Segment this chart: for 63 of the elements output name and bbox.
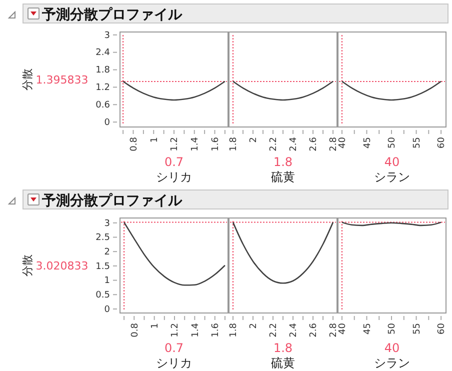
chart-title: 予測分散プロファイル (41, 192, 183, 209)
y-tick-label: 0.5 (96, 290, 110, 301)
y-axis-title: 分散 (21, 68, 34, 90)
x-tick-label: 2.8 (329, 136, 340, 152)
x-tick-label: 2.8 (329, 322, 340, 338)
x-tick-label: 45 (362, 323, 373, 334)
x-tick-label: 1.2 (170, 137, 180, 152)
y-tick-label: 1.5 (96, 262, 110, 272)
x-tick-label: 60 (437, 136, 448, 148)
x-axis-title: シラン (374, 356, 410, 370)
x-tick-label: 2.2 (269, 323, 280, 338)
ref-line-label: 3.020833 (36, 260, 88, 272)
x-tick-label: 2.2 (269, 137, 280, 152)
y-tick-label: 3 (104, 218, 110, 229)
x-tick-label: 1.8 (229, 136, 240, 152)
y-tick-label: 2.4 (96, 48, 110, 58)
x-axis-title: シリカ (156, 170, 192, 184)
x-tick-label: 1.4 (190, 322, 201, 338)
x-tick-label: 60 (437, 322, 448, 334)
x-tick-label: 50 (388, 136, 398, 148)
x-axis-title: 硫黄 (271, 170, 295, 184)
x-tick-label: 0.8 (130, 322, 140, 338)
x-tick-label: 45 (362, 137, 373, 148)
y-tick-label: 2.5 (96, 233, 110, 244)
x-axis-title: シリカ (156, 356, 192, 370)
y-tick-label: 1.2 (96, 83, 110, 94)
x-tick-label: 2 (249, 323, 260, 329)
x-tick-label: 1.6 (210, 136, 221, 152)
x-tick-label: 50 (388, 322, 398, 334)
y-tick-label: 1.8 (96, 66, 110, 76)
x-tick-label: 2.4 (289, 136, 300, 152)
x-tick-label: 1.4 (190, 136, 201, 152)
ref-line-label: 0.7 (164, 341, 184, 355)
x-tick-label: 2.4 (289, 322, 300, 338)
y-tick-label: 1 (104, 276, 110, 286)
x-tick-label: 2.6 (309, 136, 320, 152)
x-tick-label: 55 (412, 137, 422, 148)
ref-line-label: 40 (384, 341, 400, 355)
y-tick-label: 0 (104, 118, 110, 128)
x-tick-label: 1.6 (211, 322, 222, 338)
chart-title: 予測分散プロファイル (41, 6, 183, 23)
x-axis-title: 硫黄 (271, 356, 295, 370)
ref-line-label: 40 (384, 155, 400, 169)
x-tick-label: 1 (150, 323, 160, 329)
x-tick-label: 1.2 (170, 323, 181, 338)
y-tick-label: 0 (104, 304, 110, 315)
x-tick-label: 2.6 (309, 322, 320, 338)
x-tick-label: 1.8 (229, 322, 240, 338)
x-axis-title: シラン (374, 170, 410, 184)
ref-line-label: 1.395833 (36, 74, 88, 86)
y-tick-label: 3 (104, 30, 110, 41)
x-tick-label: 1 (150, 137, 160, 143)
ref-line-label: 0.7 (164, 155, 184, 169)
ref-line-label: 1.8 (273, 341, 293, 355)
x-tick-label: 55 (412, 323, 422, 334)
x-tick-label: 40 (338, 136, 348, 148)
x-tick-label: 40 (338, 322, 348, 334)
y-tick-label: 0.6 (96, 100, 110, 111)
x-tick-label: 0.8 (129, 136, 140, 152)
y-tick-label: 2 (104, 247, 110, 258)
y-axis-title: 分散 (21, 254, 34, 276)
x-tick-label: 2 (249, 137, 260, 143)
ref-line-label: 1.8 (273, 155, 293, 169)
